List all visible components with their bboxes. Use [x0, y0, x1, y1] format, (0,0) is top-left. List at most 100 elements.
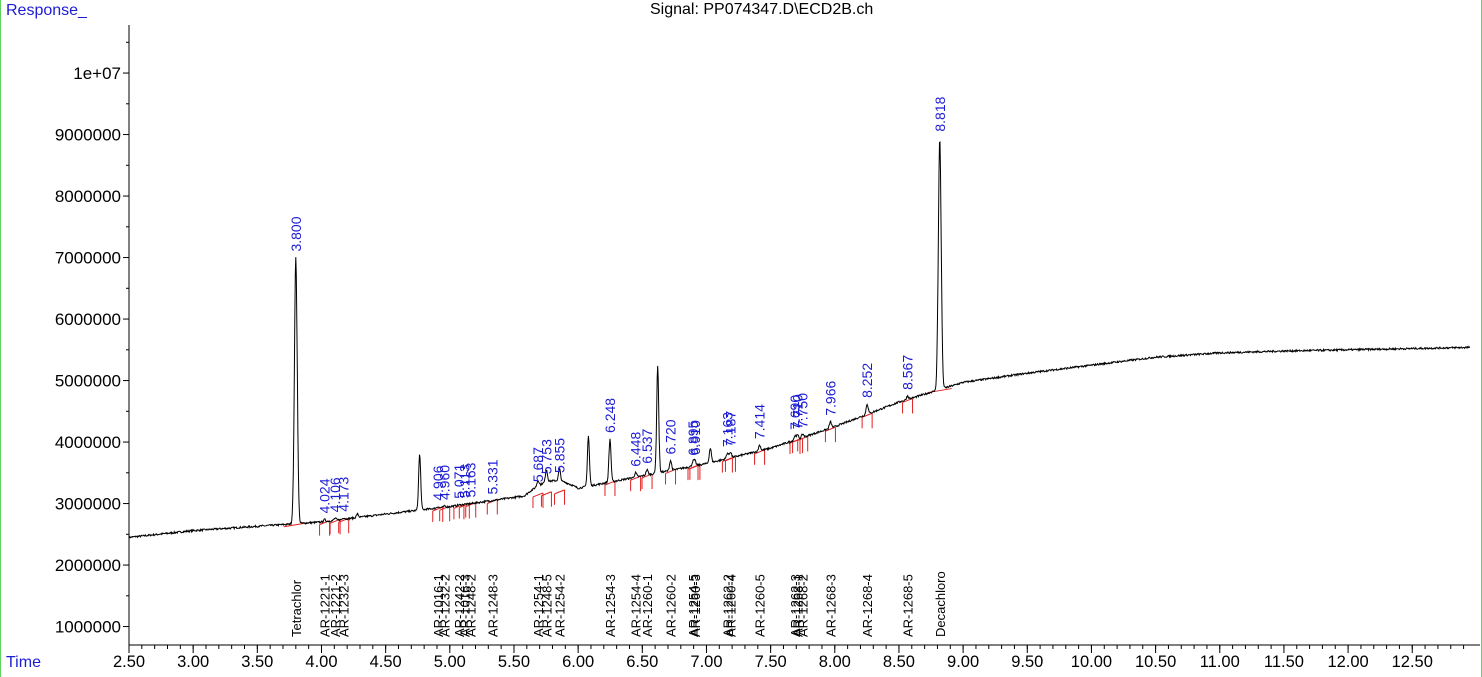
compound-label: AR-1262-2	[720, 574, 735, 637]
compound-label: Decachloro	[933, 571, 948, 637]
x-tick-label: 4.00	[305, 653, 337, 671]
peak-label: 4.173	[336, 476, 352, 511]
peak-label: 8.818	[932, 96, 948, 131]
y-tick-label: 3000000	[55, 495, 121, 514]
peak-label: 5.163	[463, 462, 479, 497]
compound-label: AR-1254-1	[531, 574, 546, 637]
x-tick-label: 7.50	[755, 653, 787, 671]
y-tick-label: 6000000	[55, 310, 121, 329]
compound-label: AR-1242-2	[452, 574, 467, 637]
x-tick-label: 5.00	[434, 653, 466, 671]
x-tick-label: 10.50	[1135, 653, 1176, 671]
peak-label: 8.252	[859, 363, 875, 398]
x-tick-label: 9.50	[1011, 653, 1043, 671]
peak-label: 6.248	[602, 398, 618, 433]
peak-label: 7.690	[787, 395, 803, 430]
x-tick-label: 11.00	[1200, 653, 1240, 671]
y-tick-label: 1e+07	[73, 64, 121, 83]
compound-label: AR-1248-2	[464, 574, 479, 637]
baseline-segment	[532, 492, 544, 498]
compound-label: Tetrachlor	[289, 579, 304, 637]
compound-label: AR-1254-4	[629, 574, 644, 637]
y-tick-label: 4000000	[55, 433, 121, 452]
peak-label: 7.966	[822, 381, 838, 416]
peak-label: 8.567	[900, 355, 916, 390]
y-tick-label: 8000000	[55, 187, 121, 206]
peak-label: 4.906	[430, 465, 446, 500]
baseline-segment	[604, 480, 616, 486]
baseline-segment	[338, 517, 349, 523]
peak-label: 5.855	[552, 438, 568, 473]
compound-label: AR-1260-1	[640, 574, 655, 637]
baseline-segment	[902, 397, 913, 403]
peak-label: 4.960	[437, 465, 453, 500]
peak-label: 3.800	[288, 216, 304, 251]
peak-label: 6.910	[687, 420, 703, 455]
peak-label: 5.071	[451, 464, 467, 499]
baseline-segment	[541, 491, 552, 497]
compound-label: AR-1260-3	[688, 574, 703, 637]
axes: 1000000 2000000 3000000 4000000 5000000 60000…	[55, 25, 1480, 671]
baseline-segment	[665, 468, 676, 474]
x-tick-label: 12.00	[1327, 653, 1368, 671]
x-tick-label: 7.00	[690, 653, 722, 671]
peak-label: 6.895	[685, 420, 701, 455]
peak-label: 7.710	[790, 394, 806, 429]
compound-label: AR-1268-4	[860, 574, 875, 637]
x-tick-label: 9.00	[947, 653, 979, 671]
signal-title: Signal: PP074347.D\ECD2B.ch	[650, 1, 874, 18]
compound-label: AR-1260-2	[664, 574, 679, 637]
peak-label: 7.414	[752, 404, 768, 439]
peak-label: 5.687	[530, 447, 546, 482]
x-tick-label: 6.00	[562, 653, 594, 671]
x-tick-label: 8.00	[819, 653, 851, 671]
peak-label: 5.753	[538, 439, 554, 474]
x-tick-label: 3.50	[241, 653, 273, 671]
peak-label: 6.448	[628, 432, 644, 467]
compound-label: AR-1232-3	[337, 574, 352, 637]
compound-label: AR-1248-3	[485, 574, 500, 637]
compound-label: AR-1221-1	[318, 574, 333, 637]
x-tick-label: 5.50	[498, 653, 530, 671]
x-tick-label: 12.50	[1392, 653, 1433, 671]
compound-label: AR-1248-5	[539, 574, 554, 637]
compound-label: AR-1254-3	[603, 574, 618, 637]
x-axis-title: Time	[6, 654, 41, 671]
y-tick-label: 2000000	[55, 556, 121, 575]
x-tick-label: 2.50	[113, 653, 145, 671]
peak-label: 5.331	[484, 459, 500, 494]
y-tick-label: 7000000	[55, 249, 121, 268]
x-tick-label: 8.50	[883, 653, 915, 671]
compound-label: AR-1268-5	[901, 574, 916, 637]
y-tick-label: 5000000	[55, 372, 121, 391]
peak-label: 7.187	[722, 411, 738, 446]
compound-label: AR-1232-2	[438, 574, 453, 637]
x-tick-label: 4.50	[370, 653, 402, 671]
baseline-segment	[825, 426, 836, 432]
peak-label: 4.024	[317, 478, 333, 513]
peak-label: 6.537	[639, 428, 655, 463]
signal-trace	[128, 141, 1471, 539]
y-tick-label: 1000000	[55, 618, 121, 637]
compound-label: AR-1268-2	[796, 574, 811, 637]
baseline-segment	[283, 522, 308, 528]
x-tick-label: 11.50	[1264, 653, 1304, 671]
x-tick-label: 10.00	[1071, 653, 1112, 671]
peak-label: 6.720	[663, 419, 679, 454]
baseline-segment	[554, 489, 565, 495]
compound-label: AR-1262-3	[788, 574, 803, 637]
x-tick-label: 3.00	[177, 653, 209, 671]
y-axis-title: Response_	[6, 2, 87, 19]
compound-label: AR-1260-5	[753, 574, 768, 637]
compound-label: AR-1268-3	[823, 574, 838, 637]
x-tick-label: 6.50	[626, 653, 658, 671]
compound-label: AR-1016-3	[457, 574, 472, 637]
peak-label: 7.163	[719, 412, 735, 447]
y-tick-label: 9000000	[55, 126, 121, 145]
peak-label: 5.113	[456, 464, 472, 498]
compound-label: AR-1268-1	[791, 574, 806, 637]
compound-label: AR-1221-2	[328, 574, 343, 637]
peak-label: 7.750	[795, 393, 811, 428]
